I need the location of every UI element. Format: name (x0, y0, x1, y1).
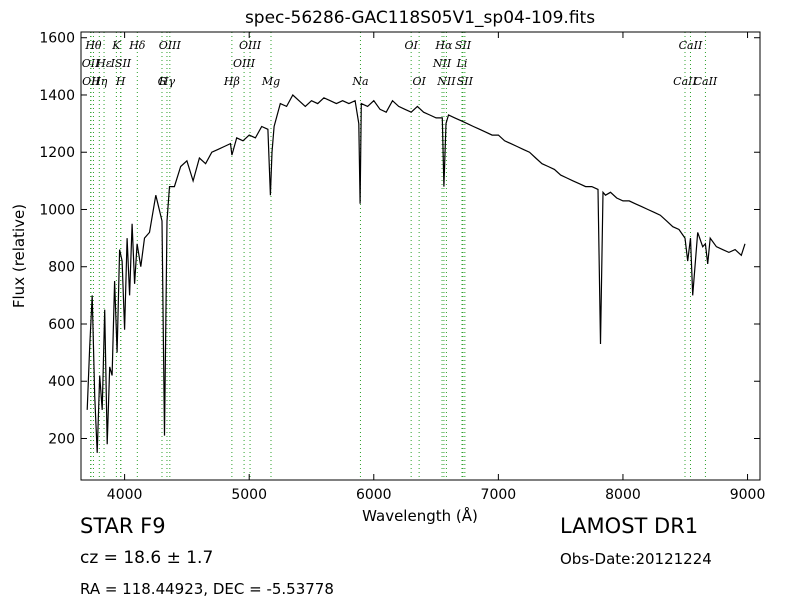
line-marker-label-23: SII (455, 39, 472, 52)
y-axis-label: Flux (relative) (10, 204, 28, 308)
line-marker-label-22: Li (456, 57, 468, 70)
line-marker-label-9: G (158, 75, 167, 88)
y-tick-label-7: 1600 (39, 31, 75, 47)
y-tick-label-3: 800 (48, 260, 75, 276)
x-tick-label-2: 6000 (356, 487, 392, 503)
line-marker-label-7: ISII (110, 57, 132, 70)
classification-label: STAR F9 (80, 514, 166, 538)
line-marker-label-21: NII (436, 75, 456, 88)
y-tick-label-5: 1200 (39, 145, 75, 161)
y-tick-label-6: 1400 (39, 88, 75, 104)
line-marker-label-20: Hα (434, 39, 453, 52)
line-marker-label-19: NII (432, 57, 452, 70)
y-tick-label-2: 600 (48, 317, 75, 333)
line-marker-label-1: OII (82, 75, 100, 88)
x-tick-label-4: 8000 (605, 487, 641, 503)
y-tick-label-4: 1000 (39, 202, 75, 218)
line-marker-label-11: OIII (159, 39, 182, 52)
line-marker-label-26: CaII (679, 39, 703, 52)
x-tick-label-5: 9000 (730, 487, 766, 503)
line-marker-label-2: Hθ (84, 39, 102, 52)
spectrum-layer (86, 94, 746, 453)
x-tick-label-1: 5000 (231, 487, 267, 503)
line-marker-label-14: OIII (239, 39, 262, 52)
line-marker-label-27: CaII (694, 75, 718, 88)
line-marker-label-16: Na (351, 75, 368, 88)
line-marker-label-5: K (111, 39, 121, 52)
line-marker-label-17: OI (404, 39, 418, 52)
x-axis-label: Wavelength (Å) (362, 506, 478, 525)
line-marker-label-10: Hγ (158, 75, 176, 88)
line-marker-label-0: OII (82, 57, 100, 70)
x-tick-label-3: 7000 (481, 487, 517, 503)
obs-date-label: Obs-Date:20121224 (560, 550, 712, 568)
axis-ticks-layer: 4000 5000 6000 7000 8000 9000 200 400 600 800 1000… (39, 31, 765, 503)
spectrum-line (86, 94, 746, 453)
coordinates-label: RA = 118.44923, DEC = -5.53778 (80, 580, 334, 598)
line-markers-layer: OII OII Hθ Hη Hε K H ISII Hδ GHγ OIII Hβ OIII OIII Mg N… (82, 32, 718, 480)
line-marker-label-24: SII (457, 75, 474, 88)
line-marker-label-4: Hε (95, 57, 112, 70)
line-marker-label-13: OIII (233, 57, 256, 70)
survey-label: LAMOST DR1 (560, 514, 699, 538)
plot-frame (80, 31, 761, 481)
line-marker-label-18: OI (412, 75, 426, 88)
line-marker-label-12: Hβ (223, 75, 240, 88)
y-tick-label-0: 200 (48, 431, 75, 447)
chart-title: spec-56286-GAC118S05V1_sp04-109.fits (245, 8, 595, 28)
line-marker-label-15: Mg (261, 75, 280, 88)
redshift-label: cz = 18.6 ± 1.7 (80, 548, 214, 568)
x-tick-label-0: 4000 (107, 487, 143, 503)
line-marker-label-3: Hη (90, 75, 108, 88)
y-tick-label-1: 400 (48, 374, 75, 390)
line-marker-label-8: Hδ (128, 39, 146, 52)
line-marker-label-6: H (115, 75, 126, 88)
line-marker-label-25: CaII (673, 75, 697, 88)
